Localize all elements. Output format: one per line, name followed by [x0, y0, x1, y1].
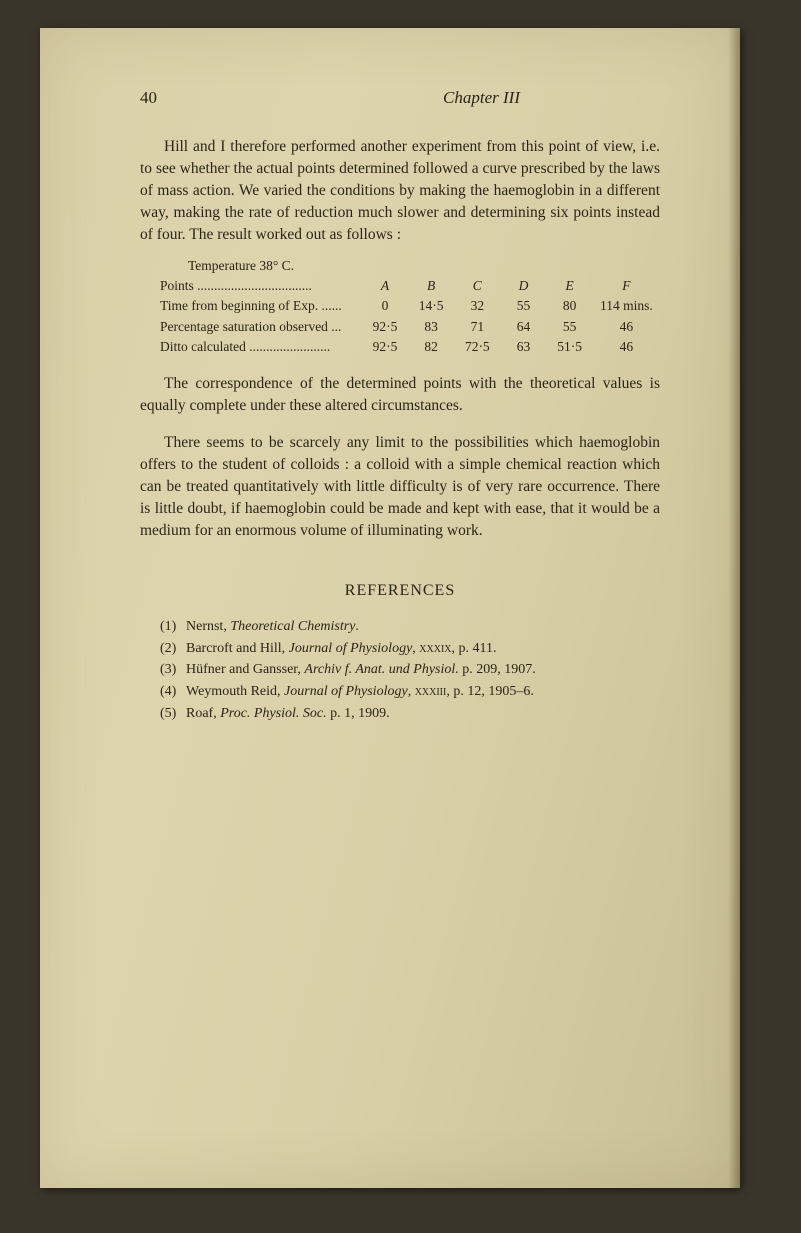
- references-heading: REFERENCES: [140, 582, 660, 600]
- table-cell: 46: [593, 317, 660, 337]
- reference-number: (5): [160, 703, 186, 725]
- reference-item: (4)Weymouth Reid, Journal of Physiology,…: [160, 681, 660, 703]
- page: 40 Chapter III Hill and I therefore perf…: [40, 28, 740, 1188]
- table-cell: C: [454, 276, 500, 296]
- table-body: Points .................................…: [160, 276, 660, 357]
- reference-item: (3)Hüfner and Gansser, Archiv f. Anat. u…: [160, 659, 660, 681]
- paragraph-1: Hill and I therefore performed another e…: [140, 136, 660, 246]
- table-row: Ditto calculated .......................…: [160, 337, 660, 357]
- table-cell: 63: [500, 337, 546, 357]
- table-cell: E: [547, 276, 593, 296]
- table-cell: 72·5: [454, 337, 500, 357]
- reference-number: (4): [160, 681, 186, 703]
- table-cell: 114 mins.: [593, 296, 660, 316]
- table-cell: 80: [547, 296, 593, 316]
- running-head: 40 Chapter III: [140, 88, 660, 108]
- row-label: Ditto calculated .......................…: [160, 337, 362, 357]
- reference-number: (1): [160, 616, 186, 638]
- reference-text: Roaf, Proc. Physiol. Soc. p. 1, 1909.: [186, 706, 390, 721]
- table-row: Points .................................…: [160, 276, 660, 296]
- table-cell: 64: [500, 317, 546, 337]
- reference-number: (2): [160, 638, 186, 660]
- table-cell: 51·5: [547, 337, 593, 357]
- table-row: Time from beginning of Exp. ......014·53…: [160, 296, 660, 316]
- table-cell: 32: [454, 296, 500, 316]
- experiment-table: Temperature 38° C. Points ..............…: [160, 258, 660, 357]
- reference-number: (3): [160, 659, 186, 681]
- reference-text: Barcroft and Hill, Journal of Physiology…: [186, 641, 497, 656]
- table-cell: 14·5: [408, 296, 454, 316]
- reference-text: Hüfner and Gansser, Archiv f. Anat. und …: [186, 662, 536, 677]
- table-cell: 55: [547, 317, 593, 337]
- paragraph-3: There seems to be scarcely any limit to …: [140, 432, 660, 542]
- reference-item: (1)Nernst, Theoretical Chemistry.: [160, 616, 660, 638]
- reference-item: (5)Roaf, Proc. Physiol. Soc. p. 1, 1909.: [160, 703, 660, 725]
- table-cell: B: [408, 276, 454, 296]
- table-cell: F: [593, 276, 660, 296]
- row-label: Points .................................…: [160, 276, 362, 296]
- table-cell: 71: [454, 317, 500, 337]
- table-cell: 83: [408, 317, 454, 337]
- page-number: 40: [140, 88, 157, 108]
- page-shadow: [728, 28, 740, 1188]
- table-cell: A: [362, 276, 408, 296]
- table-title: Temperature 38° C.: [160, 258, 660, 274]
- references-list: (1)Nernst, Theoretical Chemistry.(2)Barc…: [140, 616, 660, 724]
- table-cell: 92·5: [362, 317, 408, 337]
- table-cell: 0: [362, 296, 408, 316]
- table-cell: 82: [408, 337, 454, 357]
- reference-item: (2)Barcroft and Hill, Journal of Physiol…: [160, 638, 660, 660]
- table-cell: 92·5: [362, 337, 408, 357]
- table-cell: 46: [593, 337, 660, 357]
- reference-text: Nernst, Theoretical Chemistry.: [186, 619, 359, 634]
- table-cell: 55: [500, 296, 546, 316]
- table-row: Percentage saturation observed ...92·583…: [160, 317, 660, 337]
- row-label: Percentage saturation observed ...: [160, 317, 362, 337]
- row-label: Time from beginning of Exp. ......: [160, 296, 362, 316]
- chapter-title: Chapter III: [443, 88, 520, 108]
- paragraph-2: The correspondence of the determined poi…: [140, 373, 660, 417]
- reference-text: Weymouth Reid, Journal of Physiology, xx…: [186, 684, 534, 699]
- table-cell: D: [500, 276, 546, 296]
